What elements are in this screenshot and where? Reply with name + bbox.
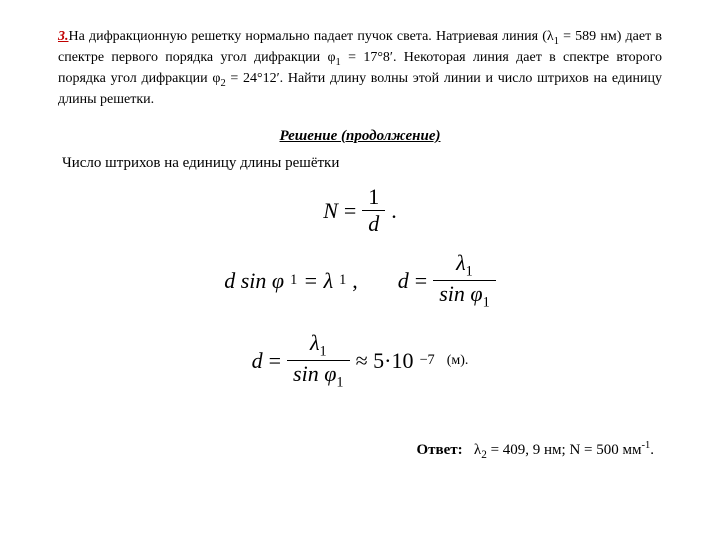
problem-statement: 3.На дифракционную решетку нормально пад… <box>58 28 662 110</box>
f3-lhs: d <box>252 348 263 374</box>
f3-top-s: 1 <box>319 343 326 359</box>
f1-lhs: N <box>323 198 338 224</box>
f1-dot: . <box>391 198 397 224</box>
formula-block: N = 1 d . d sin φ1 = λ1, d = λ1 sin φ1 <box>58 184 662 392</box>
answer-label: Ответ: <box>416 442 462 458</box>
problem-number: 3. <box>58 29 69 44</box>
answer-exp: -1 <box>642 440 651 451</box>
f1-bot: d <box>362 211 385 237</box>
f3-approx: ≈ 5·10 <box>356 348 414 374</box>
formula-2: d sin φ1 = λ1, d = λ1 sin φ1 <box>58 250 662 312</box>
f2a-sub2: 1 <box>339 272 346 289</box>
problem-text-1: На дифракционную решетку нормально падае… <box>69 29 554 44</box>
formula-3: d = λ1 sin φ1 ≈ 5·10−7 (м). <box>58 330 662 392</box>
f3-bot-s: 1 <box>336 375 343 391</box>
f2a-sub: 1 <box>290 272 297 289</box>
f3-bot-l: sin φ <box>293 361 336 386</box>
f1-eq: = <box>344 198 356 224</box>
f2b-bot-l: sin φ <box>439 281 482 306</box>
f2b-lhs: d <box>398 268 409 294</box>
solution-heading: Решение (продолжение) <box>58 128 662 145</box>
f3-unit: (м). <box>447 353 469 369</box>
formula-1: N = 1 d . <box>58 184 662 238</box>
f2a-lhs: d sin φ <box>224 268 284 294</box>
f2a-comma: , <box>352 268 358 294</box>
answer-line: Ответ: λ2 = 409, 9 нм; N = 500 мм-1. <box>58 440 662 461</box>
answer-dot: . <box>650 442 654 458</box>
f2b-bot-s: 1 <box>483 295 490 311</box>
f2b-top-l: λ <box>456 250 466 275</box>
f3-exp: −7 <box>419 352 434 369</box>
f3-eq: = <box>269 348 281 374</box>
f2b-eq: = <box>415 268 427 294</box>
f2b-top-s: 1 <box>466 263 473 279</box>
solution-line-1: Число штрихов на единицу длины решётки <box>62 155 662 172</box>
f1-top: 1 <box>362 184 385 211</box>
f2a-eq: = λ <box>303 268 333 294</box>
answer-v2: = 409, 9 нм; N = 500 мм <box>487 442 642 458</box>
